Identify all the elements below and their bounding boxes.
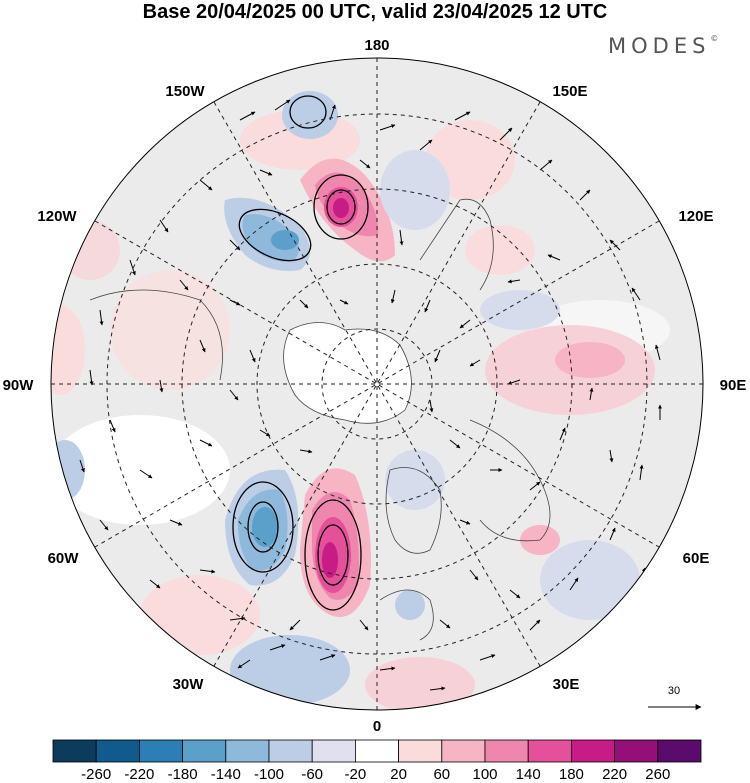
map-border: [50, 57, 704, 711]
reference-vector: 30: [648, 685, 702, 710]
logo-text: MODES: [608, 34, 711, 58]
modes-logo: MODES©: [608, 34, 718, 58]
colorbar-swatch: [354, 739, 399, 763]
colorbar-tick-label: -260: [81, 766, 111, 783]
colorbar-tick-label: -140: [211, 766, 241, 783]
lon-label-60w: 60W: [48, 550, 80, 567]
colorbar-swatch: [52, 739, 97, 763]
colorbar-swatch: [527, 739, 572, 763]
colorbar-tick-label: -180: [168, 766, 198, 783]
colorbar-tick-label: 220: [602, 766, 627, 783]
lon-label-60e: 60E: [683, 550, 710, 567]
colorbar-tick-label: 140: [516, 766, 541, 783]
lon-label-30e: 30E: [553, 676, 580, 693]
lon-label-0: 0: [373, 718, 381, 735]
colorbar-tick-label: 100: [472, 766, 497, 783]
lon-label-90w: 90W: [3, 377, 35, 394]
colorbar-swatch: [571, 739, 616, 763]
colorbar-swatch: [657, 739, 702, 763]
colorbar-tick-label: -220: [124, 766, 154, 783]
colorbar: -260 -220 -180 -140 -100 -60 -20 20 60 100 140 180 2…: [52, 739, 702, 783]
colorbar-swatch: [95, 739, 140, 763]
colorbar-swatch: [484, 739, 529, 763]
lon-label-30w: 30W: [173, 676, 205, 693]
contours: [232, 95, 369, 611]
colorbar-tick-label: -60: [301, 766, 323, 783]
colorbar-tick-label: 180: [559, 766, 584, 783]
colorbar-tick-label: -100: [254, 766, 284, 783]
colorbar-tick-label: 20: [390, 766, 407, 783]
graticule: [51, 58, 703, 710]
colorbar-swatch: [182, 739, 227, 763]
colorbar-tick-label: -20: [345, 766, 367, 783]
lon-label-150w: 150W: [165, 83, 205, 100]
colorbar-swatch: [268, 739, 313, 763]
colorbar-swatch: [441, 739, 486, 763]
colorbar-swatch: [138, 739, 183, 763]
lon-label-90e: 90E: [720, 377, 747, 394]
colorbar-swatch: [398, 739, 443, 763]
colorbar-tick-label: 260: [645, 766, 670, 783]
colorbar-swatch: [225, 739, 270, 763]
lon-label-150e: 150E: [552, 83, 587, 100]
reference-vector-label: 30: [668, 685, 680, 697]
lon-label-180: 180: [364, 37, 389, 54]
colorbar-tick-label: 60: [433, 766, 450, 783]
map-title: Base 20/04/2025 00 UTC, valid 23/04/2025…: [142, 1, 608, 23]
logo-mark: ©: [710, 34, 719, 43]
colorbar-swatch: [311, 739, 356, 763]
map-disc: [51, 58, 703, 710]
longitude-labels: 180 150E 120E 90E 60E 30E 0 30W 60W 90W …: [3, 37, 747, 735]
lon-label-120e: 120E: [678, 208, 713, 225]
lon-label-120w: 120W: [37, 208, 77, 225]
coastlines: [89, 198, 551, 641]
wind-vectors: [79, 99, 662, 701]
colorbar-swatch: [614, 739, 659, 763]
